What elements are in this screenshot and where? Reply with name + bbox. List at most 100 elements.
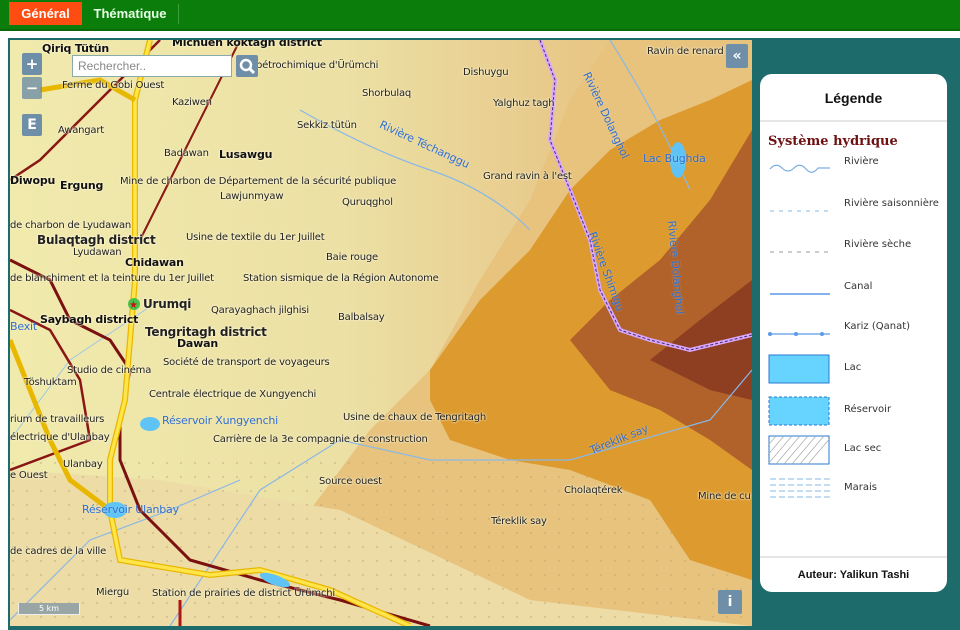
legend-item-label: Lac bbox=[844, 362, 862, 373]
map-label: Kaziwen bbox=[172, 97, 212, 108]
map-label: de charbon de Lyudawan bbox=[10, 220, 132, 231]
map-label: Station de prairies de district Ürümchi bbox=[152, 588, 335, 599]
map-label: Mine de charbon de Département de la séc… bbox=[120, 176, 397, 187]
map-label: de blanchiment et la teinture du 1er Jui… bbox=[10, 273, 214, 284]
marsh-symbol-icon bbox=[770, 478, 830, 498]
filled-box-symbol-icon bbox=[768, 354, 830, 384]
legend-item: Rivière sèche bbox=[768, 237, 943, 267]
map-label: Téreklik say bbox=[491, 516, 547, 527]
tab-general[interactable]: Général bbox=[9, 2, 82, 25]
map-label: Station sismique de la Région Autonome bbox=[243, 273, 439, 284]
legend-item: Réservoir bbox=[768, 396, 943, 426]
map-label: Dishuygu bbox=[463, 67, 509, 78]
map-label: Shorbulaq bbox=[362, 88, 412, 99]
wavy-line-symbol-icon bbox=[769, 164, 830, 173]
map-label: électrique d'Ulanbay bbox=[10, 432, 110, 443]
map-label: pétrochimique d'Ürümchi bbox=[256, 60, 379, 71]
map-label: Dawan bbox=[177, 337, 218, 350]
legend-panel: Légende Système hydrique Rivière Rivière … bbox=[760, 74, 947, 592]
map-label: Chidawan bbox=[125, 256, 184, 269]
legend-item-label: Réservoir bbox=[844, 404, 892, 415]
map-label: Baie rouge bbox=[326, 252, 378, 263]
legend-item-label: Rivière sèche bbox=[844, 239, 912, 250]
map-label: Lyudawan bbox=[73, 247, 122, 258]
zoom-in-button[interactable]: + bbox=[22, 53, 42, 75]
map-label: Ergung bbox=[60, 179, 104, 192]
legend-item-label: Rivière saisonnière bbox=[844, 198, 939, 209]
legend-item-label: Marais bbox=[844, 482, 877, 493]
search-button[interactable] bbox=[236, 55, 258, 77]
dashed-blue-symbol-icon bbox=[770, 210, 830, 212]
legend-item-label: Rivière bbox=[844, 156, 879, 167]
solid-line-symbol-icon bbox=[770, 293, 830, 295]
map-label: Réservoir Ulanbay bbox=[82, 503, 179, 516]
map-label: Urumqi bbox=[143, 297, 192, 311]
map-label: Mine de cu bbox=[698, 491, 751, 502]
scale-bar: 5 km bbox=[18, 603, 80, 615]
tab-thematique[interactable]: Thématique bbox=[93, 6, 167, 21]
map-label: Diwopu bbox=[10, 174, 56, 187]
map-label: Balbalsay bbox=[338, 312, 385, 323]
top-nav-bar: Général Thématique bbox=[0, 0, 960, 31]
legend-item-label: Canal bbox=[844, 281, 873, 292]
legend-item: Kariz (Qanat) bbox=[768, 319, 943, 349]
legend-item-label: Lac sec bbox=[844, 443, 882, 454]
map-label: Quruqghol bbox=[342, 197, 393, 208]
legend-item-label: Kariz (Qanat) bbox=[844, 321, 911, 332]
map-label: Société de transport de voyageurs bbox=[163, 357, 330, 368]
map-label: Ravin de renard bbox=[647, 46, 724, 57]
hatched-box-symbol-icon bbox=[768, 435, 830, 465]
map-label: Réservoir Xungyenchi bbox=[162, 414, 279, 427]
dashed-grey-symbol-icon bbox=[770, 251, 830, 253]
dashed-box-symbol-icon bbox=[768, 396, 830, 426]
map-label: Carrière de la 3e compagnie de construct… bbox=[213, 434, 428, 445]
search-icon bbox=[239, 58, 256, 75]
map-label: Qarayaghach jilghisi bbox=[211, 305, 309, 316]
map-label: Awangart bbox=[58, 125, 104, 136]
layers-button[interactable]: E bbox=[22, 114, 42, 136]
info-button[interactable]: i bbox=[718, 590, 742, 614]
map-label: Grand ravin à l'est bbox=[483, 171, 572, 182]
map-label: Sekkiz tütün bbox=[297, 120, 357, 131]
map-label: Badawan bbox=[164, 148, 209, 159]
map-label: Saybagh district bbox=[40, 313, 139, 326]
legend-item: Marais bbox=[768, 474, 943, 504]
legend-item: Rivière bbox=[768, 154, 943, 184]
legend-section-title: Système hydrique bbox=[768, 134, 898, 149]
collapse-panel-button[interactable]: « bbox=[726, 44, 748, 68]
map-label: Qiriq Tütün bbox=[42, 42, 110, 55]
map-label: de cadres de la ville bbox=[10, 546, 107, 557]
map-label: Cholaqtérek bbox=[564, 485, 623, 496]
map-label: Ulanbay bbox=[63, 459, 103, 470]
map-label: Bulaqtagh district bbox=[37, 233, 156, 247]
terrain: ★ bbox=[10, 40, 752, 626]
map-label: Source ouest bbox=[319, 476, 382, 487]
tab-divider bbox=[178, 4, 179, 24]
map-label: Lac Bughda bbox=[643, 152, 706, 165]
map-label: Michuen koktagh district bbox=[172, 40, 322, 49]
author-credit: Auteur: Yalikun Tashi bbox=[760, 556, 947, 592]
legend-item: Lac bbox=[768, 354, 943, 384]
map-label: Bexit bbox=[10, 320, 37, 333]
legend-item: Canal bbox=[768, 279, 943, 309]
map-label: Tengritagh district bbox=[145, 325, 267, 339]
map-label: e Ouest bbox=[10, 470, 48, 481]
map-label: Miergu bbox=[96, 587, 129, 598]
zoom-out-button[interactable]: − bbox=[22, 77, 42, 99]
map-label: Usine de textile du 1er Juillet bbox=[186, 232, 325, 243]
legend-title: Légende bbox=[760, 74, 947, 122]
map-label: Yalghuz tagh bbox=[493, 98, 555, 109]
map-label: Töshuktam bbox=[24, 377, 77, 388]
search-input[interactable] bbox=[72, 55, 232, 77]
legend-item: Lac sec bbox=[768, 435, 943, 465]
map-label: Studio de cinéma bbox=[67, 365, 152, 376]
dotted-line-symbol-icon bbox=[768, 332, 830, 336]
map-label: Lusawgu bbox=[219, 148, 273, 161]
map-label: rium de travailleurs bbox=[10, 414, 105, 425]
map-canvas[interactable]: ★ Qiriq Tütün Michuen koktagh district pét… bbox=[10, 40, 752, 626]
legend-item: Rivière saisonnière bbox=[768, 196, 943, 226]
map-label: Usine de chaux de Tengritagh bbox=[343, 412, 487, 423]
map-label: Lawjunmyaw bbox=[220, 191, 284, 202]
map-label: Centrale électrique de Xungyenchi bbox=[149, 389, 317, 400]
svg-text:★: ★ bbox=[129, 300, 138, 311]
